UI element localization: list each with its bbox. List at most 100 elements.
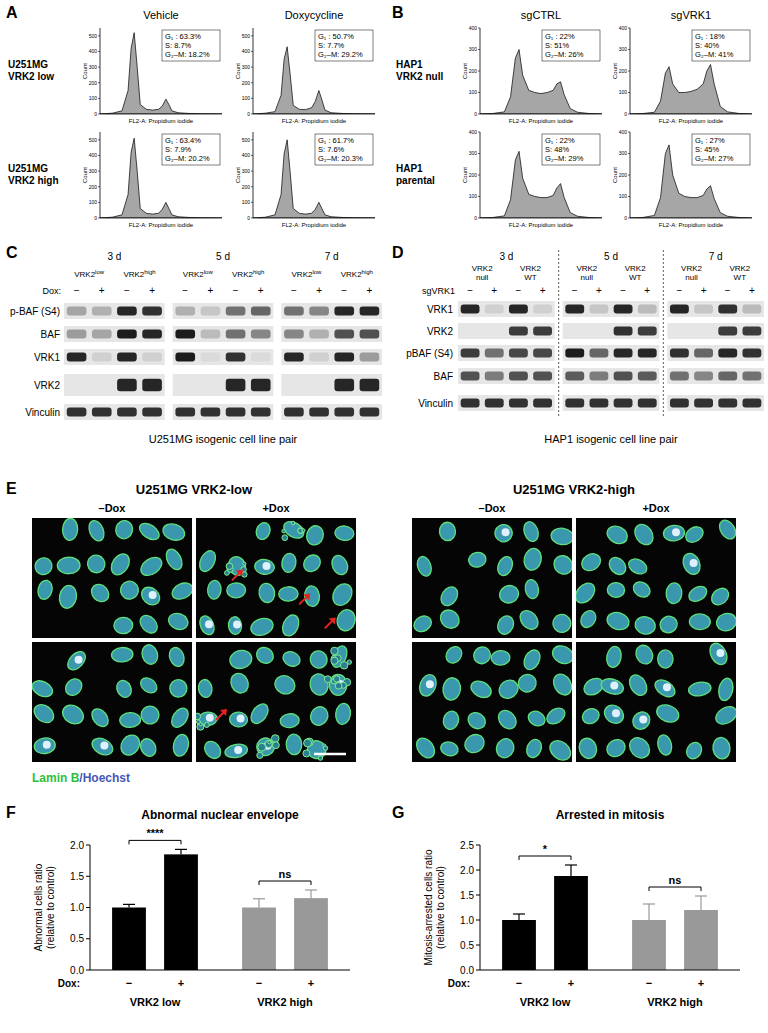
nuclear-fragment <box>291 521 295 525</box>
band <box>117 408 137 417</box>
western-blot: 3 dVRK2nullVRK2WT−+−+5 dVRK2nullVRK2WT−+… <box>406 250 764 445</box>
y-tick-label: 100 <box>242 199 251 205</box>
lane-sign: + <box>491 285 497 296</box>
nuclear-fragment <box>225 570 230 575</box>
panel-label: B <box>392 4 404 21</box>
x-axis-title: FL2-A: Propidium iodide <box>282 222 347 228</box>
nucleus <box>607 582 625 598</box>
nucleus <box>625 734 653 762</box>
image-background <box>32 642 192 762</box>
stain-legend-entry: Lamin B <box>32 771 80 785</box>
micrograph <box>576 640 740 762</box>
stats-text: G₂–M: 26% <box>545 50 584 59</box>
lane-sign: + <box>366 285 372 296</box>
histogram-chart: 0100200300400G₁ : 22%S: 48%G₂–M: 29%Coun… <box>462 129 602 228</box>
image-background <box>576 642 736 762</box>
panel-label: G <box>392 804 404 821</box>
y-tick-label: 0 <box>247 215 250 221</box>
nucleus <box>689 614 710 630</box>
group-label: VRK2 high <box>647 996 703 1008</box>
error-line <box>258 899 259 908</box>
nucleus <box>307 648 330 672</box>
y-tick <box>251 51 253 52</box>
band <box>485 327 504 336</box>
bar <box>164 854 198 970</box>
y-tick <box>478 132 480 133</box>
y-tick <box>98 155 100 156</box>
nucleus <box>304 585 320 607</box>
band <box>718 372 737 381</box>
band <box>334 307 354 316</box>
nucleus <box>117 731 143 758</box>
y-tick <box>628 153 630 154</box>
y-tick <box>86 876 90 877</box>
nuclear-fragment <box>282 529 286 533</box>
nucleus <box>280 613 302 638</box>
x-axis <box>630 114 752 115</box>
row-label: VRK2 <box>34 380 61 391</box>
stats-text: S: 51% <box>545 41 570 50</box>
band <box>461 305 480 314</box>
arrow-head <box>303 593 310 600</box>
y-tick <box>251 186 253 187</box>
y-tick-label: 2.0 <box>460 865 474 876</box>
y-tick-label: 300 <box>89 168 98 174</box>
text-part: HAP1 <box>396 59 423 70</box>
band <box>117 379 137 391</box>
nucleus <box>228 670 252 695</box>
error-line <box>648 904 649 920</box>
nucleus <box>138 703 162 727</box>
nucleus <box>64 648 88 673</box>
band <box>201 379 221 391</box>
text-part: HAP1 <box>396 163 423 174</box>
lane-sign: + <box>149 285 155 296</box>
nucleus <box>605 645 623 668</box>
nucleus <box>32 678 55 700</box>
band <box>201 353 221 362</box>
y-tick-label: 100 <box>619 89 628 95</box>
nucleus <box>549 642 572 667</box>
band <box>670 399 689 408</box>
nucleus <box>495 554 515 577</box>
y-tick-label: 2.0 <box>70 840 84 851</box>
nucleus <box>633 642 656 666</box>
y-tick-label: 400 <box>469 129 478 135</box>
band <box>67 353 87 362</box>
nuclear-fragment <box>324 676 331 683</box>
treatment-label: sgVRK1 <box>422 286 455 296</box>
blot-strip <box>281 303 382 319</box>
nucleus <box>281 518 307 542</box>
band <box>334 330 354 339</box>
nuclear-fragment <box>331 657 338 664</box>
blot-strip <box>458 368 555 384</box>
nuclear-fragment <box>347 660 351 664</box>
nucleus <box>114 678 134 700</box>
band <box>509 327 528 336</box>
nucleus <box>57 557 80 574</box>
y-tick-label: 100 <box>469 89 478 95</box>
bright-chromatin <box>234 746 242 754</box>
nucleus <box>713 703 736 727</box>
micrograph <box>30 642 192 762</box>
column-title: +Dox <box>262 502 290 514</box>
text-part: VRK2 high <box>8 175 59 186</box>
y-tick <box>251 114 253 115</box>
histogram-chart: 0100200300400500G₁ : 50.7%S: 7.7%G₂–M: 2… <box>235 28 375 124</box>
y-axis <box>100 28 101 114</box>
band <box>334 353 354 362</box>
band <box>694 372 713 381</box>
band <box>589 327 608 336</box>
band <box>201 330 221 339</box>
y-tick <box>478 49 480 50</box>
nucleus <box>227 583 246 598</box>
x-tick-label: − <box>646 977 652 989</box>
error-line <box>700 896 701 910</box>
significance-label: ns <box>669 874 682 886</box>
nucleus <box>415 555 434 578</box>
text-part: parental <box>396 175 435 186</box>
bright-chromatin <box>690 559 698 567</box>
lane-sign: − <box>515 285 521 296</box>
nucleus <box>631 521 657 548</box>
nucleus <box>59 701 87 727</box>
band <box>67 408 87 417</box>
